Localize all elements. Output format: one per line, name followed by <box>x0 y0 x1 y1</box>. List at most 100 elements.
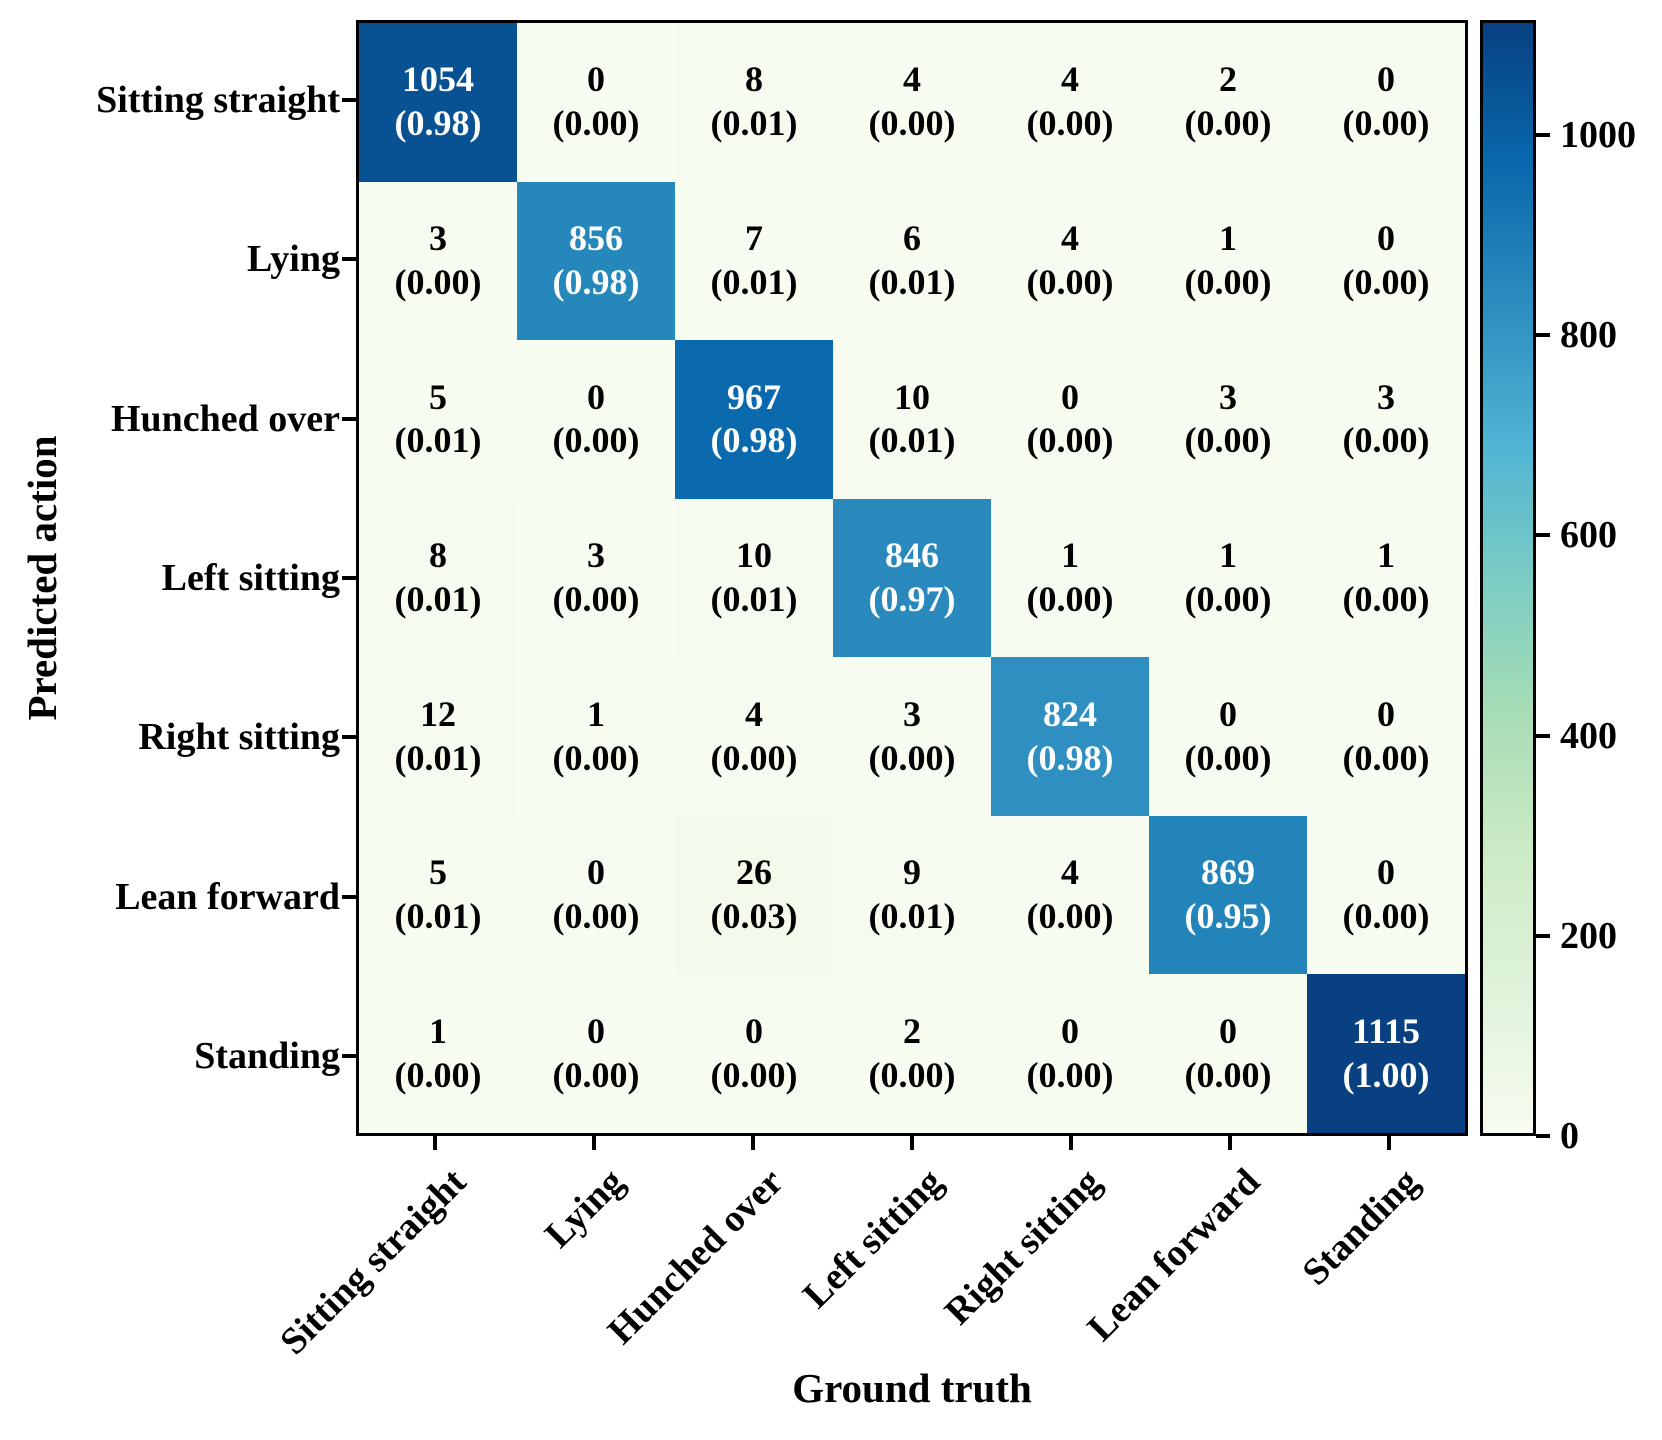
cell-count: 9 <box>903 852 921 893</box>
y-tick-label: Left sitting <box>161 557 340 599</box>
tick-mark <box>342 576 356 580</box>
cell-proportion: (0.00) <box>1184 261 1272 302</box>
cell-count: 1 <box>1219 217 1237 258</box>
heatmap-cell: 2 (0.00) <box>833 974 991 1133</box>
heatmap-cell: 1 (0.00) <box>1307 498 1465 658</box>
heatmap-cell: 1 (0.00) <box>359 974 517 1133</box>
cell-count: 5 <box>429 376 447 417</box>
heatmap-cell: 4 (0.00) <box>991 23 1149 182</box>
tick-mark <box>751 1136 756 1150</box>
cell-proportion: (0.00) <box>552 896 640 937</box>
tick-mark <box>910 1136 914 1150</box>
cell-count: 7 <box>745 217 763 258</box>
cell-proportion: (0.00) <box>868 1054 956 1095</box>
colorbar-tick-label: 400 <box>1560 714 1617 757</box>
tick-mark <box>342 735 356 740</box>
cell-count: 0 <box>587 376 605 417</box>
cell-count: 0 <box>745 1010 763 1051</box>
cell-proportion: (0.00) <box>552 737 640 778</box>
x-axis-title: Ground truth <box>792 1365 1032 1411</box>
x-tick-label: Lying <box>537 1160 633 1257</box>
cell-proportion: (0.00) <box>1342 261 1430 302</box>
heatmap-cell: 10 (0.01) <box>675 498 833 658</box>
cell-proportion: (1.00) <box>1342 1054 1430 1095</box>
heatmap-cell: 0 (0.00) <box>1307 657 1465 816</box>
tick-mark <box>342 416 356 421</box>
cell-count: 1 <box>429 1010 447 1051</box>
y-axis-title: Predicted action <box>19 435 65 721</box>
cell-proportion: (0.98) <box>394 103 482 144</box>
cell-count: 12 <box>420 693 456 734</box>
cell-proportion: (0.00) <box>1026 578 1114 619</box>
heatmap-cell: 1 (0.00) <box>517 657 675 816</box>
cell-proportion: (0.98) <box>710 420 798 461</box>
cell-proportion: (0.01) <box>394 896 482 937</box>
cell-proportion: (0.00) <box>552 578 640 619</box>
y-tick-label: Right sitting <box>138 716 340 759</box>
heatmap-cell: 6 (0.01) <box>833 181 991 341</box>
tick-mark <box>342 1054 356 1059</box>
cell-count: 0 <box>1377 59 1395 100</box>
cell-proportion: (0.01) <box>394 420 482 461</box>
heatmap-cell: 0 (0.00) <box>1307 815 1465 975</box>
cell-count: 2 <box>1219 59 1237 100</box>
cell-proportion: (0.00) <box>1342 103 1430 144</box>
tick-mark <box>1536 133 1550 138</box>
heatmap-cell: 12 (0.01) <box>359 657 517 816</box>
cell-proportion: (0.00) <box>552 1054 640 1095</box>
tick-mark <box>1068 1136 1073 1150</box>
colorbar-tick-label: 0 <box>1560 1115 1579 1157</box>
cell-proportion: (0.00) <box>552 420 640 461</box>
cell-count: 0 <box>1061 1010 1079 1051</box>
y-tick-label: Sitting straight <box>96 78 340 121</box>
heatmap-cell: 7 (0.01) <box>675 181 833 341</box>
cell-proportion: (0.01) <box>868 420 956 461</box>
tick-mark <box>342 894 356 899</box>
cell-proportion: (0.00) <box>1342 896 1430 937</box>
cell-count: 3 <box>1377 376 1395 417</box>
cell-count: 0 <box>1377 217 1395 258</box>
cell-proportion: (0.00) <box>710 737 798 778</box>
cell-proportion: (0.01) <box>868 261 956 302</box>
heatmap-cell: 0 (0.00) <box>1149 974 1307 1133</box>
heatmap-plot-area: 1054 (0.98) 0 (0.00) 8 (0.01) 4 (0.00) 4 (0.00) 2(… <box>356 20 1468 1136</box>
colorbar-tick-label: 1000 <box>1560 114 1636 157</box>
cell-proportion: (0.01) <box>710 578 798 619</box>
cell-proportion: (0.98) <box>1026 737 1114 778</box>
y-tick-label: Lean forward <box>115 875 340 918</box>
y-tick-label: Lying <box>247 238 340 281</box>
heatmap-cell: 856 (0.98) <box>517 181 675 341</box>
cell-proportion: (0.00) <box>868 103 956 144</box>
heatmap-cell: 8 (0.01) <box>359 498 517 658</box>
cell-count: 0 <box>1061 376 1079 417</box>
tick-mark <box>342 97 356 102</box>
heatmap-cell: 0 (0.00) <box>1307 181 1465 341</box>
cell-count: 6 <box>903 217 921 258</box>
tick-mark <box>1536 733 1550 738</box>
x-tick-label: Sitting straight <box>271 1160 474 1363</box>
y-tick-label: Hunched over <box>110 397 340 440</box>
cell-count: 0 <box>1219 693 1237 734</box>
cell-proportion: (0.00) <box>1026 896 1114 937</box>
heatmap-cell: 0 (0.00) <box>675 974 833 1133</box>
cell-proportion: (0.01) <box>394 578 482 619</box>
heatmap-grid: 1054 (0.98) 0 (0.00) 8 (0.01) 4 (0.00) 4 (0.00) 2(… <box>359 23 1465 1133</box>
heatmap-cell: 3 (0.00) <box>833 657 991 816</box>
cell-proportion: (0.00) <box>1184 737 1272 778</box>
heatmap-cell: 2 (0.00) <box>1149 23 1307 182</box>
x-tick-label: Right sitting <box>936 1160 1110 1333</box>
heatmap-cell: 0 (0.00) <box>1149 657 1307 816</box>
heatmap-cell: 1 (0.00) <box>1149 181 1307 341</box>
heatmap-cell: 4 (0.00) <box>991 181 1149 341</box>
cell-count: 26 <box>736 852 772 893</box>
cell-proportion: (0.01) <box>394 737 482 778</box>
cell-proportion: (0.00) <box>868 737 956 778</box>
cell-proportion: (0.00) <box>1184 103 1272 144</box>
heatmap-cell: 26 (0.03) <box>675 815 833 975</box>
cell-count: 3 <box>1219 376 1237 417</box>
colorbar <box>1480 20 1536 1136</box>
cell-count: 3 <box>587 535 605 576</box>
cell-count: 1054 <box>402 59 474 100</box>
tick-mark <box>592 1136 597 1150</box>
cell-proportion: (0.00) <box>1184 1054 1272 1095</box>
